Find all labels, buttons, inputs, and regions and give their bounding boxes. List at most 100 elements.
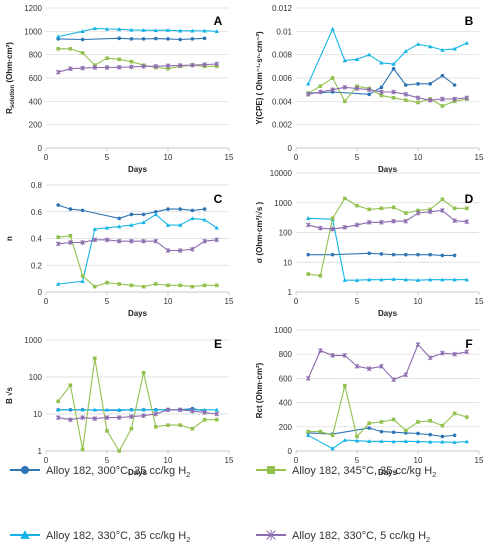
data-point xyxy=(129,414,134,419)
data-point xyxy=(464,219,470,225)
x-tick-label: 10 xyxy=(414,297,423,306)
y-tick-label: 0 xyxy=(288,447,293,456)
data-point xyxy=(202,207,207,211)
x-tick-label: 15 xyxy=(225,153,234,162)
y-tick-label: 0.8 xyxy=(31,181,43,190)
data-point xyxy=(68,240,73,245)
data-point xyxy=(306,252,311,257)
series-line-s4 xyxy=(308,209,467,230)
data-point xyxy=(379,252,384,256)
chart-panel-b: 0 0.002 0.004 0.006 0.008 0.01 0.012 0 5 10 15 Days… xyxy=(255,4,484,174)
chart-panel-d: 1 10 100 1000 10000 0 5 10 15 Days σ (Ohm·cm²/√s )… xyxy=(255,169,484,318)
data-point xyxy=(464,349,470,355)
series-line-s4 xyxy=(308,86,467,101)
y-tick-label: 10 xyxy=(283,258,292,267)
data-point xyxy=(403,49,408,53)
series-line-s4 xyxy=(58,63,217,73)
data-point xyxy=(354,57,360,62)
data-point xyxy=(214,237,220,243)
x-tick-label: 10 xyxy=(164,456,173,465)
y-tick-label: 600 xyxy=(29,74,43,83)
x-tick-label: 10 xyxy=(164,297,173,306)
x-tick-label: 0 xyxy=(294,153,299,162)
data-point xyxy=(129,37,134,41)
legend-marker xyxy=(20,530,30,539)
data-point xyxy=(391,89,396,95)
data-point xyxy=(116,238,122,244)
data-point xyxy=(105,429,109,433)
data-point xyxy=(178,423,182,427)
panel-label-b: B xyxy=(465,14,474,28)
data-point xyxy=(56,203,60,207)
data-point xyxy=(190,208,195,213)
y-tick-label: 0.012 xyxy=(272,4,293,13)
data-point xyxy=(354,222,360,228)
data-point xyxy=(80,415,85,420)
data-point xyxy=(202,238,207,244)
data-point xyxy=(202,36,207,41)
data-point xyxy=(141,220,146,225)
data-point xyxy=(404,211,408,215)
x-tick-label: 5 xyxy=(355,153,360,162)
data-point xyxy=(416,431,420,436)
y-tick-label: 1200 xyxy=(24,4,42,13)
data-point xyxy=(117,36,121,41)
data-point xyxy=(177,248,183,253)
data-point xyxy=(415,342,421,347)
series-line-s2 xyxy=(58,235,217,288)
data-point xyxy=(166,423,170,427)
data-point xyxy=(105,280,109,285)
data-point xyxy=(68,383,73,388)
panel-label-c: C xyxy=(214,192,223,206)
data-point xyxy=(178,28,183,33)
data-point xyxy=(214,29,219,34)
data-point xyxy=(117,57,121,62)
data-point xyxy=(165,407,171,413)
data-point xyxy=(177,63,183,68)
data-point xyxy=(452,83,457,87)
data-point xyxy=(391,377,396,382)
data-point xyxy=(178,37,182,42)
data-point xyxy=(342,353,348,358)
data-point xyxy=(318,348,323,353)
data-point xyxy=(104,237,110,243)
data-point xyxy=(129,283,134,288)
data-point xyxy=(141,37,146,41)
data-point xyxy=(80,240,85,245)
data-point xyxy=(391,252,396,257)
data-point xyxy=(367,277,372,282)
x-axis-label: Days xyxy=(128,468,148,477)
x-tick-label: 5 xyxy=(105,153,110,162)
data-point xyxy=(452,277,457,282)
data-point xyxy=(342,58,347,63)
data-point xyxy=(154,36,158,41)
data-point xyxy=(391,417,396,422)
y-tick-label: 0.002 xyxy=(272,121,293,130)
data-point xyxy=(154,282,158,286)
data-point xyxy=(178,222,183,227)
data-point xyxy=(355,434,359,439)
data-point xyxy=(367,92,372,97)
y-tick-label: 1 xyxy=(288,288,293,297)
legend-item-s1: Alloy 182, 300°C, 35 cc/kg H2 xyxy=(10,465,190,479)
data-point xyxy=(305,376,311,381)
data-point xyxy=(202,407,207,412)
data-point xyxy=(391,205,396,210)
data-point xyxy=(80,51,85,55)
x-tick-label: 10 xyxy=(414,456,423,465)
x-axis-label: Days xyxy=(128,309,148,318)
y-tick-label: 0.006 xyxy=(272,74,293,83)
y-tick-label: 100 xyxy=(29,373,43,382)
data-point xyxy=(117,27,122,31)
data-point xyxy=(68,234,73,238)
data-point xyxy=(452,411,457,416)
data-point xyxy=(202,62,207,67)
data-point xyxy=(215,417,219,422)
data-point xyxy=(367,426,372,430)
data-point xyxy=(117,224,122,229)
series-line-s4 xyxy=(58,409,217,421)
data-point xyxy=(428,82,433,86)
y-tick-label: 0.01 xyxy=(276,27,292,36)
data-point xyxy=(80,208,85,213)
data-point xyxy=(55,241,61,247)
